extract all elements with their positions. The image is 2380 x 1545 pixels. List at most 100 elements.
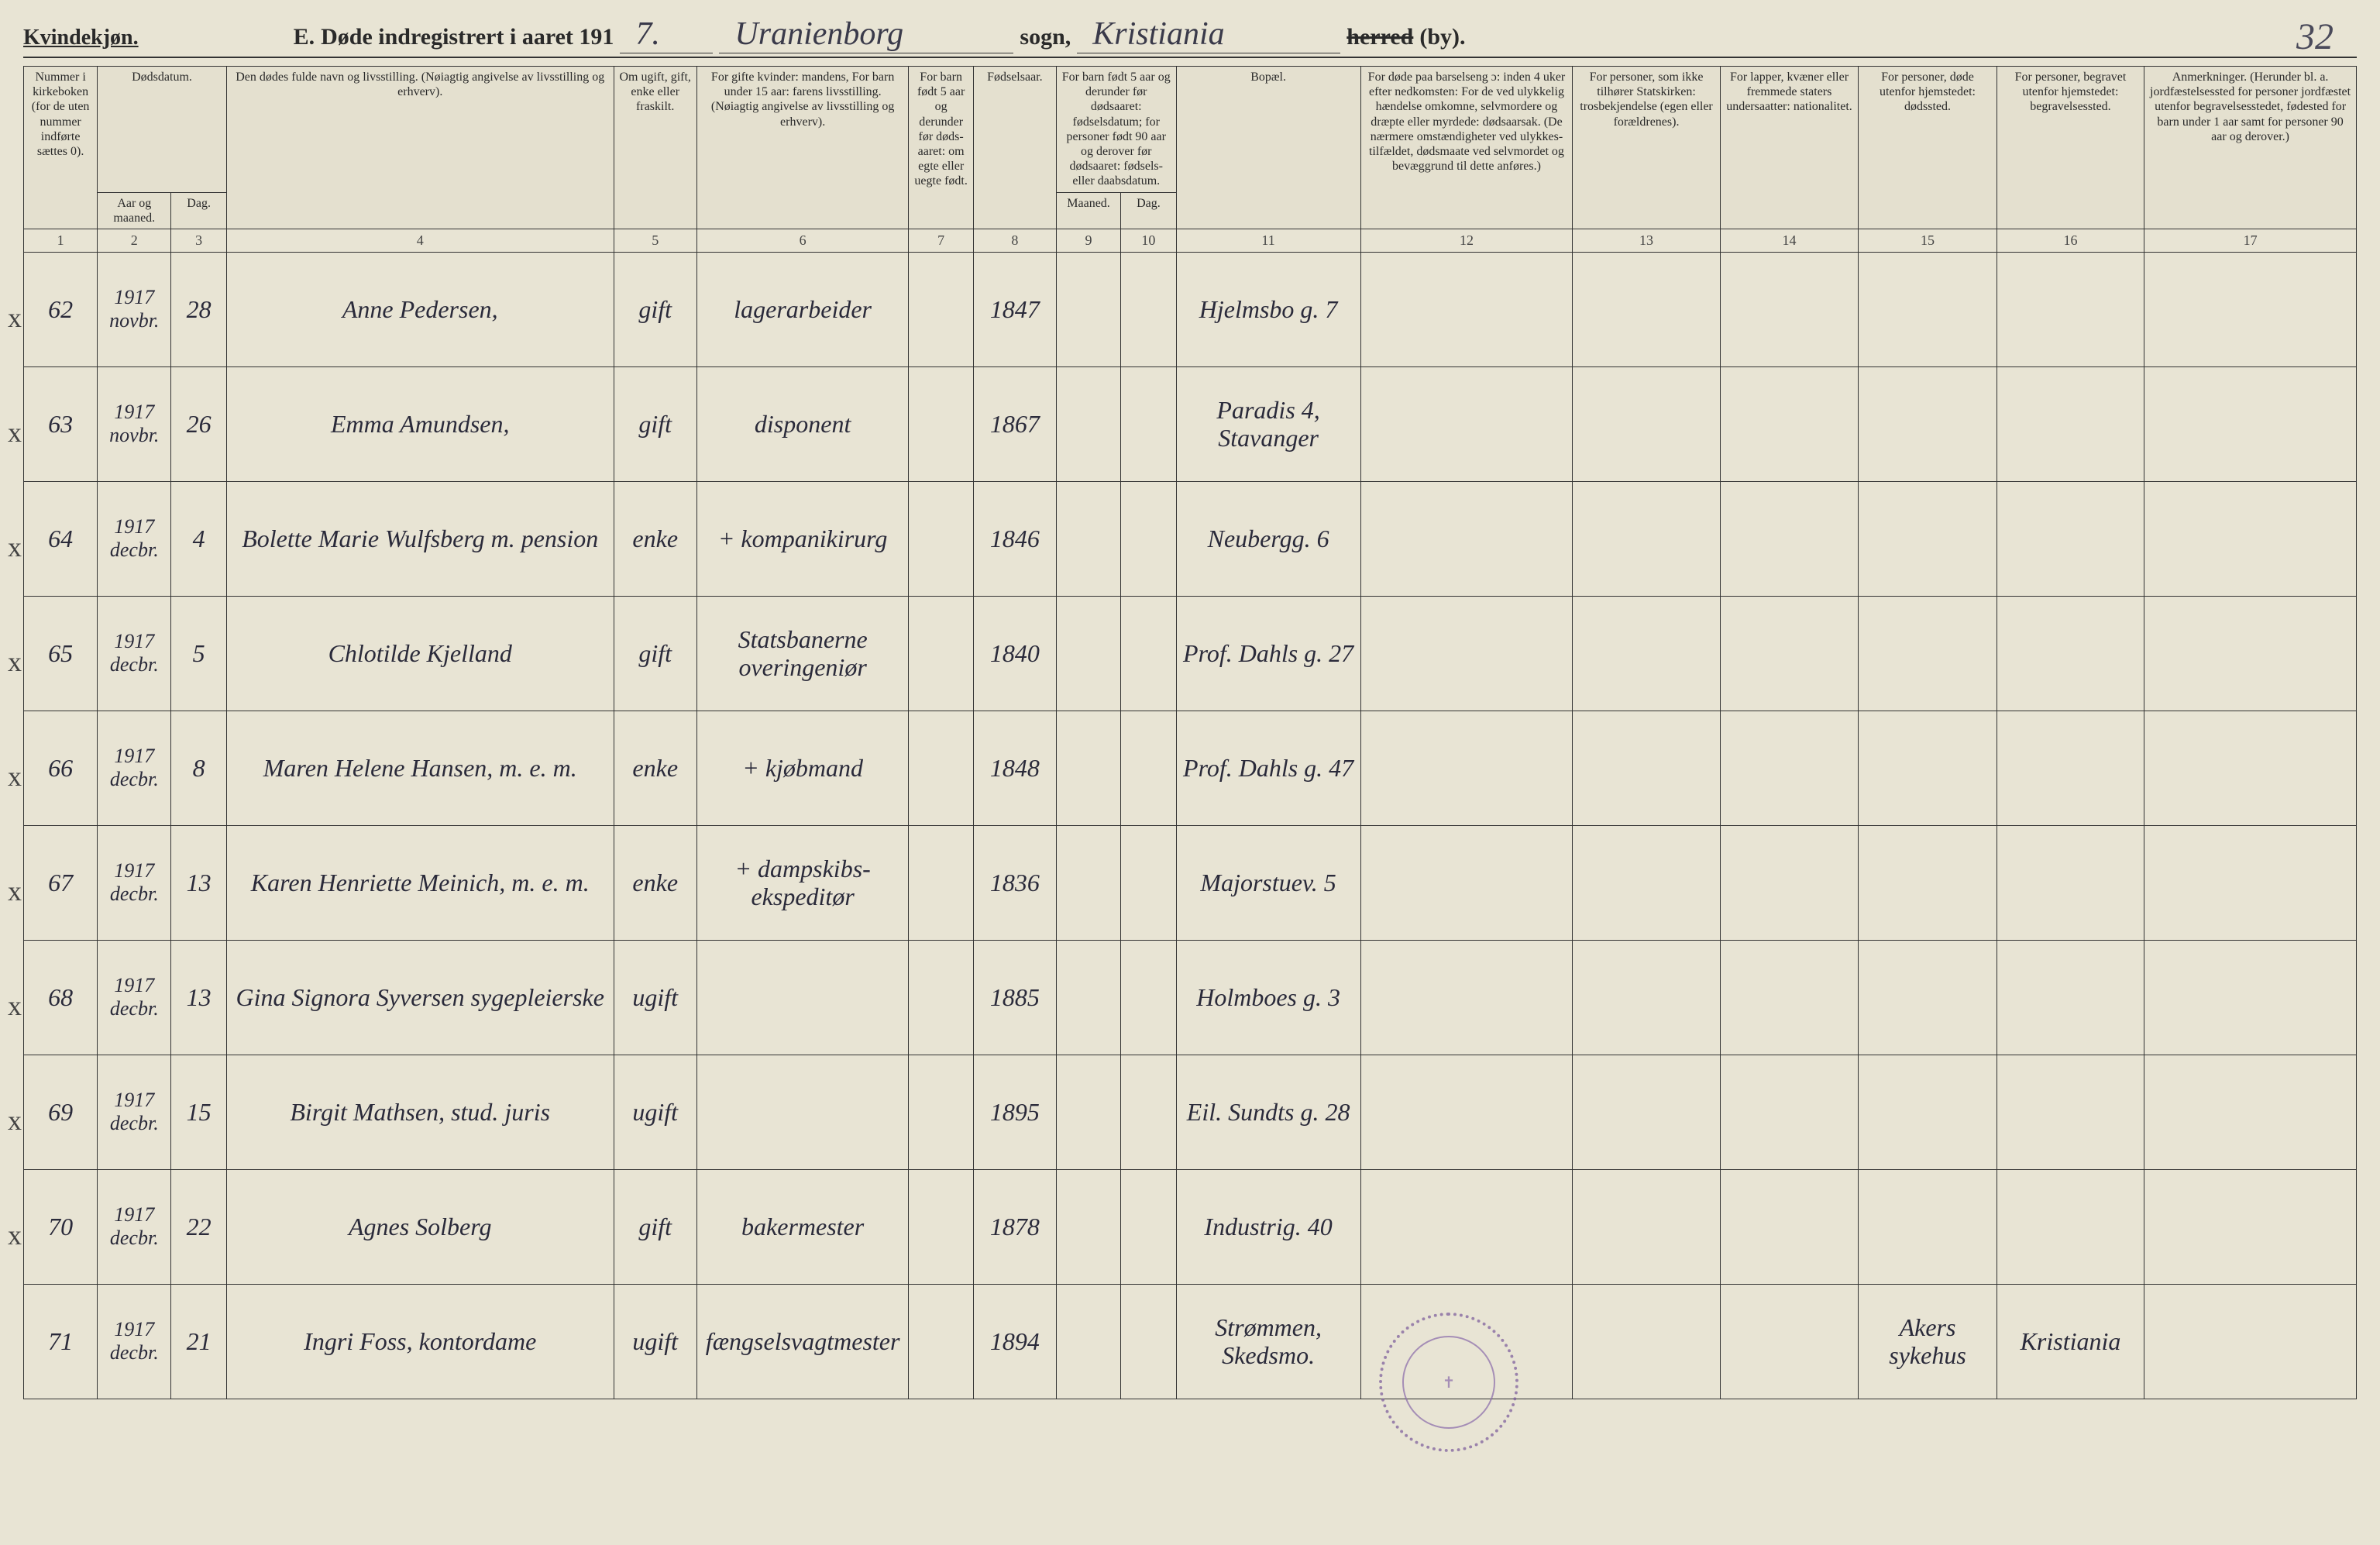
birth-year: 1885 <box>973 940 1056 1055</box>
parish-stamp: ✝ <box>1379 1313 1518 1452</box>
death-cause <box>1360 481 1573 596</box>
birth-day <box>1121 940 1176 1055</box>
death-place <box>1859 825 1997 940</box>
burial-place: Kristiania <box>1997 1284 2144 1399</box>
legitimacy <box>909 1284 973 1399</box>
year-month: 1917novbr. <box>98 252 171 366</box>
col-header-6: For gifte kvinder: mandens, For barn und… <box>696 67 909 229</box>
spouse-occupation: + dampskibs­ekspeditør <box>696 825 909 940</box>
colnum: 12 <box>1360 229 1573 252</box>
col-header-2: Aar og maaned. <box>98 192 171 229</box>
margin-mark: x <box>8 416 22 449</box>
spouse-occupation <box>696 940 909 1055</box>
title-line: E. Døde indregistrert i aaret 191 7. Ura… <box>294 15 2357 53</box>
death-cause <box>1360 1169 1573 1284</box>
birth-year: 1848 <box>973 711 1056 825</box>
col-header-9: Maaned. <box>1056 192 1120 229</box>
colnum: 13 <box>1573 229 1720 252</box>
colnum: 9 <box>1056 229 1120 252</box>
colnum: 14 <box>1720 229 1859 252</box>
day: 13 <box>171 940 226 1055</box>
spouse-occupation <box>696 1055 909 1169</box>
table-header: Nummer i kirke­boken (for de uten nummer… <box>24 67 2357 253</box>
legitimacy <box>909 481 973 596</box>
spouse-occupation: + kjøbmand <box>696 711 909 825</box>
day: 21 <box>171 1284 226 1399</box>
year-suffix-hw: 7. <box>620 15 713 53</box>
birth-day <box>1121 1169 1176 1284</box>
table-row: 661917decbr.8Maren Helene Hansen, m. e. … <box>24 711 2357 825</box>
birth-year: 1867 <box>973 366 1056 481</box>
entry-number: 69 <box>24 1055 98 1169</box>
column-number-row: 1 2 3 4 5 6 7 8 9 10 11 12 13 14 15 16 1… <box>24 229 2357 252</box>
table-row: 651917decbr.5Chlotilde KjellandgiftStats… <box>24 596 2357 711</box>
nationality <box>1720 711 1859 825</box>
birth-month <box>1056 481 1120 596</box>
table-row: 621917novbr.28Anne Pedersen,giftlagerarb… <box>24 252 2357 366</box>
death-place <box>1859 596 1997 711</box>
stamp-symbol: ✝ <box>1402 1336 1495 1429</box>
name-occupation: Anne Pedersen, <box>226 252 614 366</box>
district-name-hw: Kristiania <box>1077 15 1340 53</box>
birth-year: 1840 <box>973 596 1056 711</box>
remarks <box>2144 252 2357 366</box>
colnum: 4 <box>226 229 614 252</box>
birth-year: 1895 <box>973 1055 1056 1169</box>
table-body: 621917novbr.28Anne Pedersen,giftlagerarb… <box>24 252 2357 1399</box>
birth-month <box>1056 1055 1120 1169</box>
name-occupation: Maren Helene Hansen, m. e. m. <box>226 711 614 825</box>
name-occupation: Gina Signora Syversen sygepleierske <box>226 940 614 1055</box>
burial-place <box>1997 596 2144 711</box>
col-header-7: For barn født 5 aar og derunder før døds… <box>909 67 973 229</box>
residence: Industrig. 40 <box>1176 1169 1360 1284</box>
day: 15 <box>171 1055 226 1169</box>
nationality <box>1720 596 1859 711</box>
table-row: 671917decbr.13Karen Henriette Meinich, m… <box>24 825 2357 940</box>
margin-mark: x <box>8 760 22 793</box>
confession <box>1573 940 1720 1055</box>
birth-day <box>1121 596 1176 711</box>
entry-number: 65 <box>24 596 98 711</box>
residence: Holmboes g. 3 <box>1176 940 1360 1055</box>
margin-mark: x <box>8 531 22 563</box>
entry-number: 62 <box>24 252 98 366</box>
death-place <box>1859 1169 1997 1284</box>
marital-status: enke <box>614 711 696 825</box>
col-header-dodsdatum: Dødsdatum. <box>98 67 227 193</box>
residence: Eil. Sundts g. 28 <box>1176 1055 1360 1169</box>
day: 8 <box>171 711 226 825</box>
colnum: 7 <box>909 229 973 252</box>
confession <box>1573 596 1720 711</box>
gender-label: Kvindekjøn. <box>23 26 139 50</box>
name-occupation: Chlotilde Kjelland <box>226 596 614 711</box>
birth-year: 1894 <box>973 1284 1056 1399</box>
death-place <box>1859 366 1997 481</box>
year-month: 1917novbr. <box>98 366 171 481</box>
birth-year: 1846 <box>973 481 1056 596</box>
death-place <box>1859 252 1997 366</box>
residence: Strømmen, Skedsmo. <box>1176 1284 1360 1399</box>
title-print: Døde indregistrert i aaret 191 <box>321 24 614 50</box>
table-row: 631917novbr.26Emma Amundsen,giftdisponen… <box>24 366 2357 481</box>
margin-mark: x <box>8 875 22 907</box>
entry-number: 64 <box>24 481 98 596</box>
day: 22 <box>171 1169 226 1284</box>
nationality <box>1720 1055 1859 1169</box>
death-place <box>1859 940 1997 1055</box>
burial-place <box>1997 366 2144 481</box>
birth-month <box>1056 1284 1120 1399</box>
nationality <box>1720 1169 1859 1284</box>
col-header-8: Fødsels­aar. <box>973 67 1056 229</box>
spouse-occupation: lagerarbeider <box>696 252 909 366</box>
birth-day <box>1121 825 1176 940</box>
name-occupation: Bolette Marie Wulfsberg m. pension <box>226 481 614 596</box>
residence: Majorstuev. 5 <box>1176 825 1360 940</box>
col-header-12: For døde paa barselseng ɔ: inden 4 uker … <box>1360 67 1573 229</box>
colnum: 10 <box>1121 229 1176 252</box>
margin-mark: x <box>8 645 22 678</box>
page-number-handwritten: 32 <box>2296 15 2334 58</box>
table-row: 681917decbr.13Gina Signora Syversen syge… <box>24 940 2357 1055</box>
year-month: 1917decbr. <box>98 711 171 825</box>
ledger-table: Nummer i kirke­boken (for de uten nummer… <box>23 66 2357 1399</box>
day: 5 <box>171 596 226 711</box>
